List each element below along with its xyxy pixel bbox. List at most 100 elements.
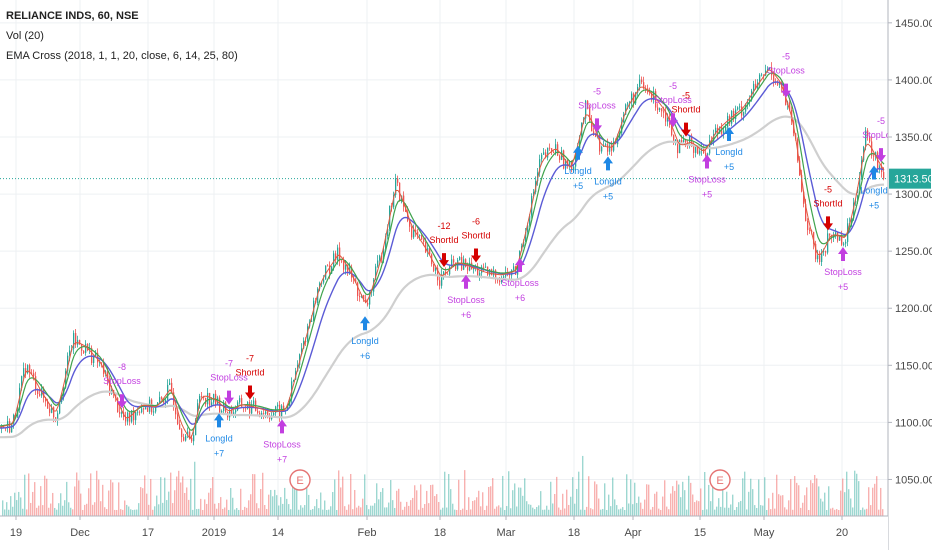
- volume-bar: [700, 488, 702, 516]
- candle-body: [253, 400, 255, 405]
- signal-short-arrow: [471, 248, 481, 263]
- volume-bar: [872, 487, 874, 516]
- volume-bar: [454, 509, 456, 516]
- strategy-indicator-label[interactable]: EMA Cross (2018, 1, 1, 20, close, 6, 14,…: [6, 50, 238, 62]
- candle-body: [51, 407, 53, 413]
- volume-bar: [394, 507, 396, 516]
- volume-bar: [50, 503, 52, 516]
- signal-value: -5: [877, 116, 885, 126]
- volume-bar: [856, 473, 858, 516]
- volume-bar: [698, 501, 700, 516]
- price-axis[interactable]: 1050.00 1100.00 1150.00 1200.00 1250.00 1300.…: [887, 0, 932, 550]
- candle-body: [153, 411, 155, 413]
- arrow-up-icon: [702, 154, 712, 169]
- volume-bar: [204, 499, 206, 516]
- volume-bar: [188, 499, 190, 516]
- volume-bar: [208, 492, 210, 516]
- candle-body: [379, 255, 381, 261]
- volume-indicator-label[interactable]: Vol (20): [6, 30, 44, 42]
- signal-value: +5: [603, 191, 613, 201]
- candle-body: [547, 147, 549, 158]
- volume-bar: [356, 507, 358, 516]
- candle-body: [27, 365, 29, 373]
- volume-bar: [520, 487, 522, 516]
- volume-bar: [466, 509, 468, 516]
- volume-bar: [220, 497, 222, 516]
- volume-bar: [858, 481, 860, 516]
- candle-body: [789, 102, 791, 111]
- candle-body: [853, 202, 855, 219]
- volume-bar: [474, 500, 476, 516]
- volume-bar: [92, 504, 94, 516]
- volume-bar: [420, 484, 422, 516]
- volume-bar: [84, 504, 86, 516]
- candle-body: [43, 388, 45, 398]
- volume-bar: [622, 507, 624, 516]
- strategy-signals: StopLoss-8LongId+7StopLoss-7ShortId-7Sto…: [103, 52, 900, 465]
- signal-short-arrow: [245, 385, 255, 400]
- volume-bar: [654, 493, 656, 516]
- candle-body: [677, 139, 679, 154]
- volume-bar: [686, 509, 688, 516]
- candle-body: [257, 410, 259, 413]
- candle-body: [429, 248, 431, 255]
- candle-body: [667, 118, 669, 122]
- volume-bar: [24, 474, 26, 516]
- signal-label: LongId: [860, 186, 888, 196]
- signal-stop-arrow: [838, 246, 848, 261]
- volume-bar: [640, 502, 642, 516]
- volume-bar: [62, 505, 64, 516]
- volume-bar: [834, 509, 836, 516]
- candle-body: [533, 192, 535, 197]
- candle-body: [545, 152, 547, 158]
- candle-body: [695, 146, 697, 153]
- volume-bar: [358, 505, 360, 516]
- volume-bar: [594, 481, 596, 516]
- volume-bar: [530, 504, 532, 516]
- volume-bar: [744, 471, 746, 516]
- volume-bar: [560, 509, 562, 516]
- volume-bar: [826, 509, 828, 516]
- signal-value: +7: [277, 454, 287, 464]
- volume-bar: [218, 503, 220, 516]
- candle-body: [69, 350, 71, 356]
- volume-bar: [796, 482, 798, 516]
- volume-bar: [112, 482, 114, 516]
- volume-bar: [736, 507, 738, 516]
- candle-body: [73, 333, 75, 349]
- volume-bar: [398, 488, 400, 516]
- time-axis[interactable]: 19 Dec 17 2019 14 Feb 18 Mar 18 Apr 15 May 20: [0, 515, 888, 550]
- symbol-title[interactable]: RELIANCE INDS, 60, NSE: [6, 10, 139, 22]
- signal-label: LongId: [351, 336, 379, 346]
- candle-body: [659, 108, 661, 111]
- volume-bar: [426, 490, 428, 516]
- time-tick-label: 14: [272, 527, 284, 539]
- volume-bar: [16, 500, 18, 516]
- candle-body: [399, 182, 401, 202]
- volume-bar: [844, 492, 846, 516]
- volume-bar: [318, 508, 320, 516]
- volume-bar: [52, 492, 54, 516]
- volume-bar: [470, 509, 472, 516]
- arrow-up-icon: [573, 145, 583, 160]
- candle-body: [825, 251, 827, 253]
- volume-bar: [396, 490, 398, 516]
- volume-bar: [388, 502, 390, 516]
- signal-value: -6: [472, 217, 480, 227]
- volume-bar: [60, 493, 62, 516]
- volume-bar: [408, 505, 410, 516]
- last-price-badge-bg: [889, 168, 931, 189]
- candle-body: [25, 368, 27, 373]
- volume-bar: [820, 498, 822, 516]
- candle-body: [101, 362, 103, 364]
- signal-stop-arrow: [515, 258, 525, 273]
- volume-bar: [532, 507, 534, 516]
- volume-bar: [558, 507, 560, 516]
- volume-bar: [482, 492, 484, 516]
- candle-body: [665, 112, 667, 122]
- volume-bar: [424, 504, 426, 516]
- volume-bar: [108, 490, 110, 516]
- volume-bar: [56, 509, 58, 516]
- volume-bar: [734, 509, 736, 516]
